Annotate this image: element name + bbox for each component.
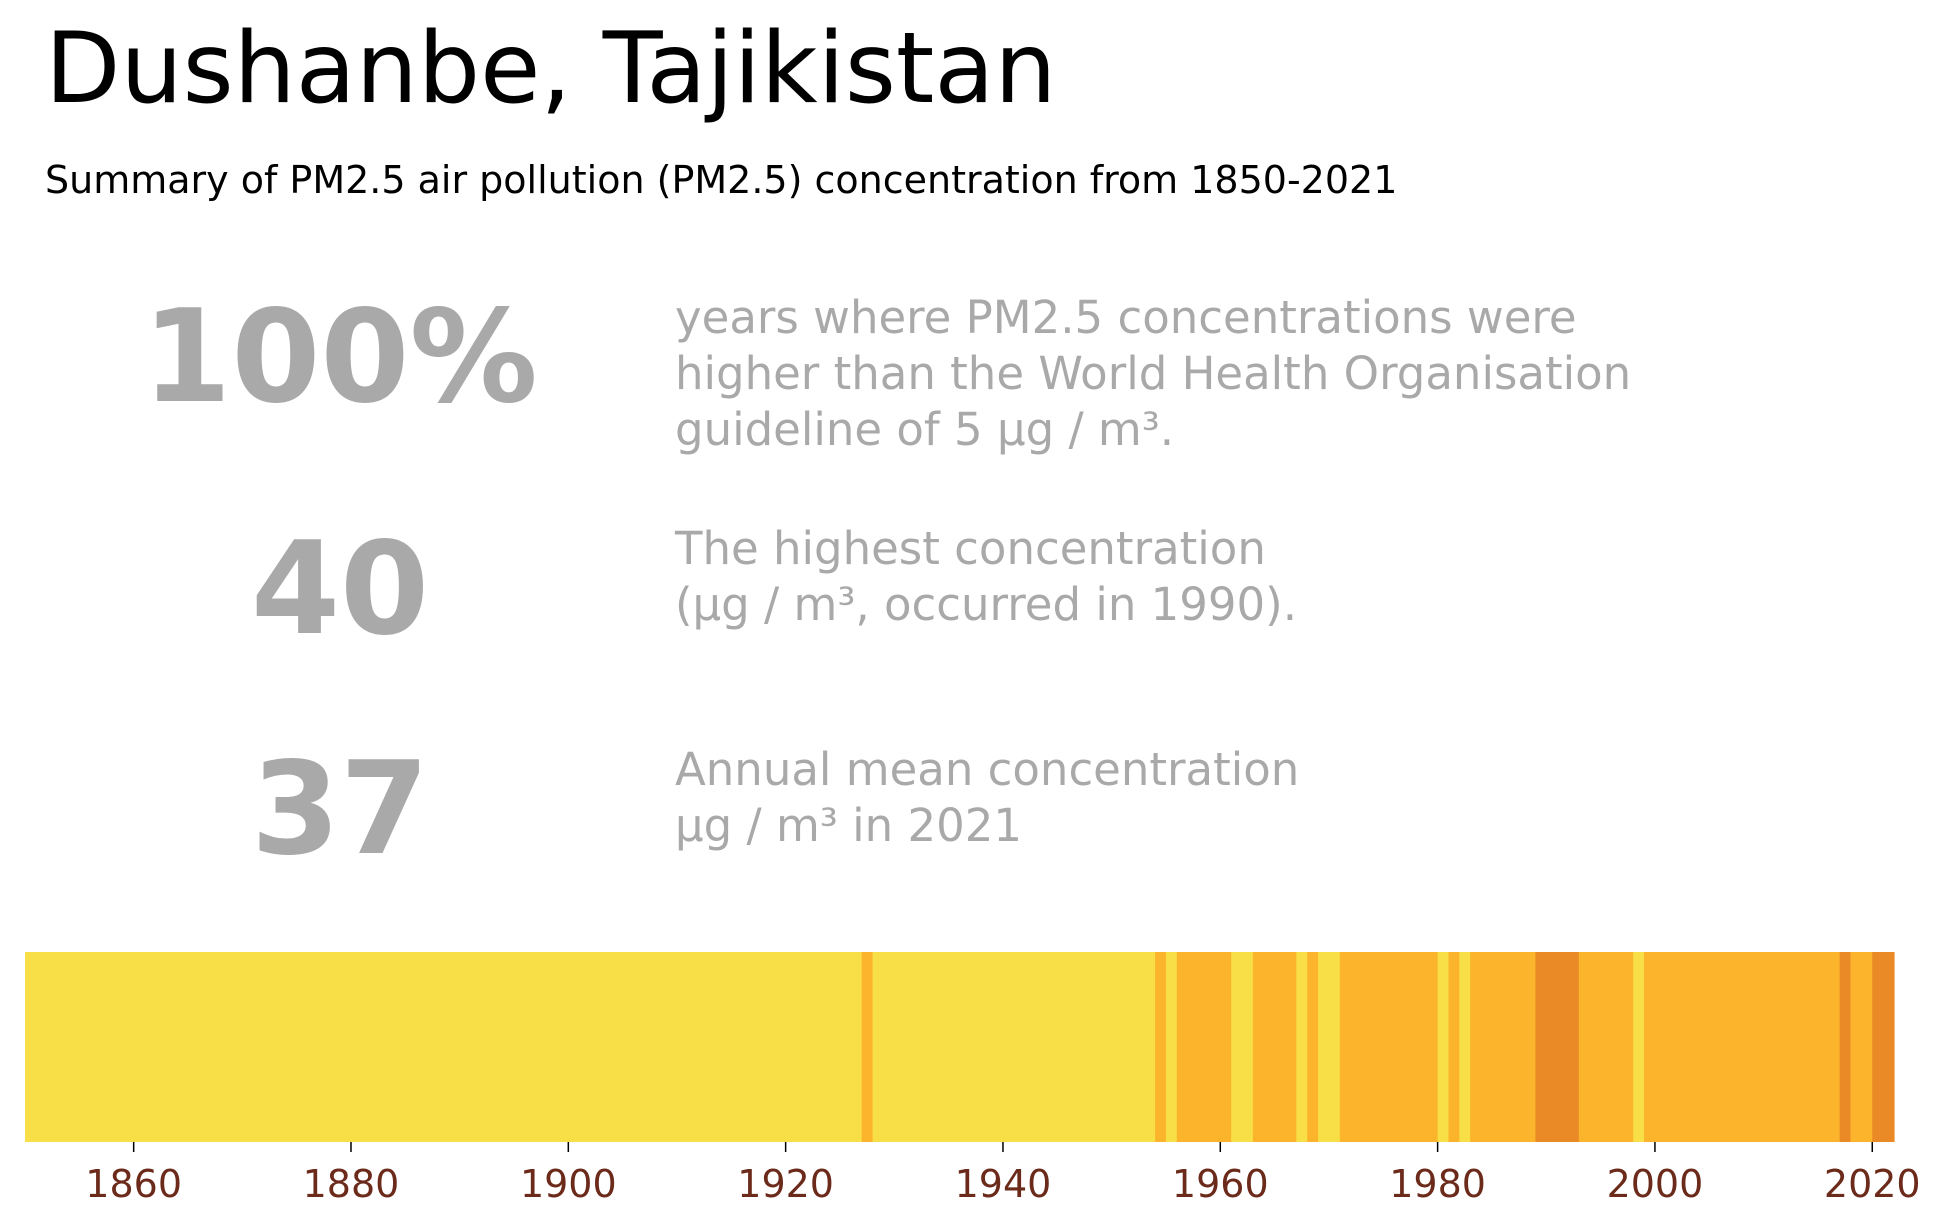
stripe-1969 — [1318, 952, 1341, 1142]
stat-mean-line: Annual mean concentration — [675, 743, 1300, 796]
stat-highest-description: The highest concentration (µg / m³, occu… — [675, 521, 1297, 633]
x-axis: 1860 1880 1900 1920 1940 1960 1980 2000 2020 — [85, 1142, 1921, 1206]
stripe-1968 — [1307, 952, 1319, 1142]
stat-mean-value: 37 — [250, 735, 430, 884]
stat-percent-line: higher than the World Health Organisatio… — [675, 347, 1632, 400]
x-tick-label: 2020 — [1824, 1162, 1921, 1206]
stripe-1954 — [1155, 952, 1167, 1142]
stripe-1955 — [1165, 952, 1178, 1142]
stat-percent-line: years where PM2.5 concentrations were — [675, 291, 1577, 344]
stripe-1999 — [1644, 952, 1841, 1142]
x-tick-label: 1900 — [520, 1162, 617, 1206]
stripe-1993 — [1578, 952, 1634, 1142]
stripe-1980 — [1437, 952, 1450, 1142]
stat-highest-line: (µg / m³, occurred in 1990). — [675, 578, 1298, 631]
stripe-1989 — [1535, 952, 1580, 1142]
stripe-1967 — [1296, 952, 1308, 1142]
stripe-1981 — [1448, 952, 1460, 1142]
stripe-2017 — [1839, 952, 1852, 1142]
x-tick-label: 1860 — [85, 1162, 182, 1206]
stripes — [25, 952, 1895, 1142]
x-tick-label: 1940 — [955, 1162, 1052, 1206]
page-subtitle: Summary of PM2.5 air pollution (PM2.5) c… — [45, 158, 1398, 202]
stripe-1850 — [25, 952, 863, 1142]
stat-percent-description: years where PM2.5 concentrations were hi… — [675, 290, 1631, 458]
stripe-1956 — [1176, 952, 1232, 1142]
x-tick-label: 1980 — [1389, 1162, 1486, 1206]
x-tick-label: 1880 — [303, 1162, 400, 1206]
stripe-1961 — [1231, 952, 1254, 1142]
stat-mean-description: Annual mean concentration µg / m³ in 202… — [675, 742, 1299, 854]
stripe-1982 — [1459, 952, 1471, 1142]
stripe-1928 — [872, 952, 1156, 1142]
stripe-1971 — [1339, 952, 1439, 1142]
stat-highest-line: The highest concentration — [675, 522, 1266, 575]
stripe-2020 — [1872, 952, 1895, 1142]
x-tick-label: 1920 — [737, 1162, 834, 1206]
page-title: Dushanbe, Tajikistan — [45, 12, 1057, 126]
stripe-1983 — [1470, 952, 1537, 1142]
stat-mean-line: µg / m³ in 2021 — [675, 799, 1022, 852]
stat-percent-line: guideline of 5 µg / m³. — [675, 403, 1175, 456]
stripe-1927 — [861, 952, 874, 1142]
stripe-1963 — [1252, 952, 1297, 1142]
stripe-1998 — [1633, 952, 1645, 1142]
stripe-2018 — [1850, 952, 1873, 1142]
x-tick-label: 2000 — [1607, 1162, 1704, 1206]
x-tick-label: 1960 — [1172, 1162, 1269, 1206]
stat-percent-value: 100% — [142, 283, 538, 432]
stat-highest-value: 40 — [250, 515, 430, 664]
